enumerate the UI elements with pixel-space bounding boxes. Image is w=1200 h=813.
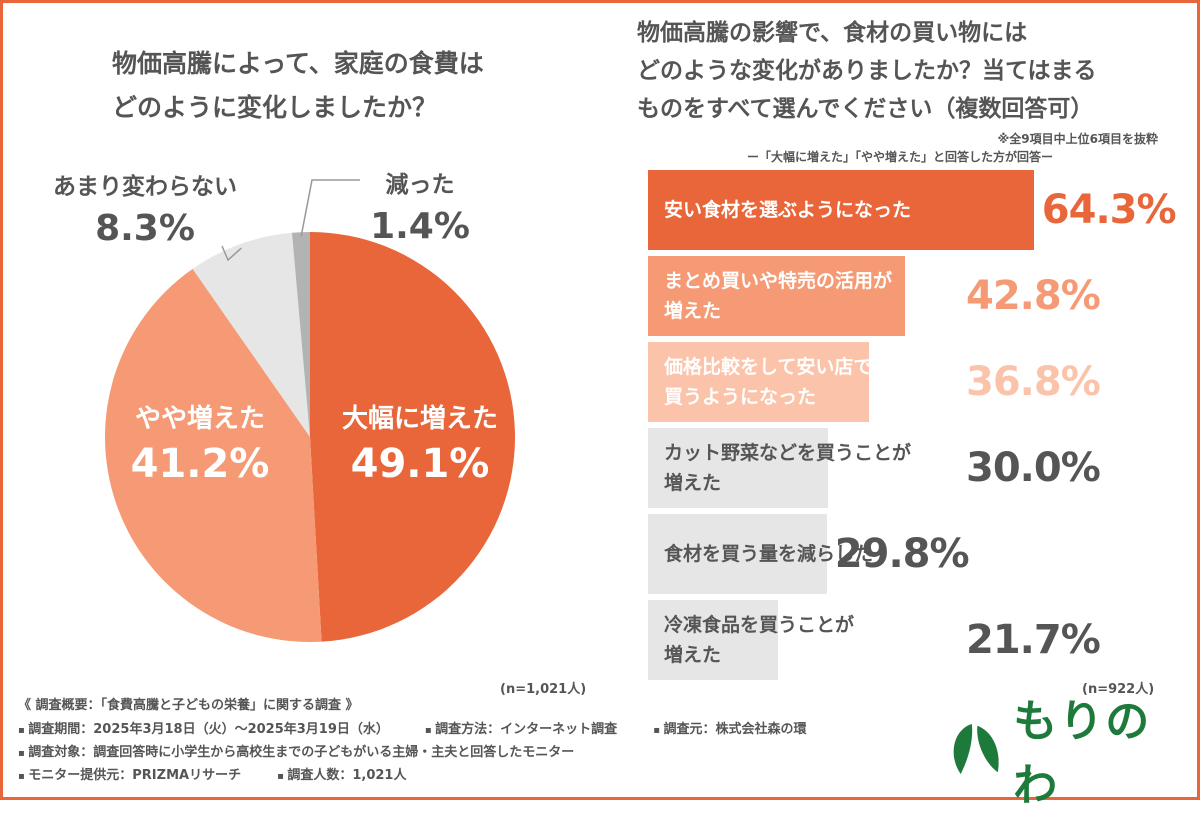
- pie-value-label: 41.2%: [131, 441, 270, 487]
- bar: [648, 170, 1034, 250]
- survey-source: 調査元：株式会社森の環: [653, 719, 806, 742]
- pie-leader-line: [221, 245, 242, 262]
- leaf-logo-icon: [953, 723, 999, 775]
- bar-chart-subnote: ー「大幅に増えた」「やや増えた」と回答した方が回答ー: [746, 150, 1053, 164]
- pie-chart: 大幅に増えた 49.1% やや増えた 41.2% あまり変わらない 8.3% 減った 1.4%: [53, 172, 516, 642]
- bar: [648, 342, 869, 422]
- bar-category-label: 価格比較をして安い店で 買うようになった: [664, 356, 873, 408]
- pie-slice-label: 減った: [386, 172, 455, 198]
- survey-provider: モニター提供元：PRIZMAリサーチ: [18, 765, 241, 788]
- bar-category-label: 安い食材を選ぶようになった: [664, 199, 912, 221]
- morinowa-logo: もりのわ: [944, 696, 1184, 811]
- pie-leader-line: [300, 179, 360, 237]
- pie-chart-title: 物価高騰によって、家庭の食費は どのように変化しましたか？: [112, 49, 484, 122]
- pie-value-label: 1.4%: [370, 206, 470, 247]
- bar-category-label: 食材を買う量を減らした: [664, 543, 874, 565]
- pie-value-label: 49.1%: [351, 441, 490, 487]
- bar: [648, 256, 905, 336]
- pie-slice: [291, 232, 310, 437]
- pie-slice: [310, 232, 516, 642]
- bar: [648, 600, 779, 680]
- bar-chart-title: 物価高騰の影響で、食材の買い物には どのような変化がありましたか？当てはまる も…: [637, 20, 1097, 122]
- bar-value-label: 36.8%: [966, 359, 1101, 405]
- pie-value-label: 8.3%: [95, 208, 195, 249]
- bar-category-label: 冷凍食品を買うことが 増えた: [664, 614, 855, 666]
- bar-value-label: 21.7%: [966, 617, 1101, 663]
- bar-chart-note: ※全9項目中上位6項目を抜粋: [997, 132, 1158, 146]
- pie-slice-label: あまり変わらない: [53, 173, 237, 200]
- bar-category-label: まとめ買いや特売の活用が 増えた: [664, 270, 893, 322]
- logo-text: もりのわ: [1013, 696, 1152, 811]
- pie-sample-size: (n=1,021人): [500, 682, 587, 697]
- survey-overview: 《 調査概要：「食費高騰と子どもの栄養」に関する調査 》 調査期間：2025年3…: [18, 695, 938, 788]
- bar: [648, 514, 827, 594]
- survey-count: 調査人数：1,021人: [277, 765, 406, 788]
- bar-value-label: 42.8%: [966, 273, 1101, 319]
- pie-slice: [104, 268, 322, 642]
- bar: [648, 428, 828, 508]
- bar-category-label: カット野菜などを買うことが 増えた: [664, 442, 912, 494]
- bar-value-label: 29.8%: [834, 531, 970, 577]
- survey-target: 調査対象：調査回答時に小学生から高校生までの子どもがいる主婦・主夫と回答したモニ…: [18, 742, 574, 765]
- bar-sample-size: (n=922人): [1082, 682, 1155, 697]
- survey-period: 調査期間：2025年3月18日（火）〜2025年3月19日（水）: [18, 719, 389, 742]
- survey-method: 調査方法：インターネット調査: [425, 719, 617, 742]
- pie-slice: [192, 232, 310, 437]
- bar-value-label: 30.0%: [966, 445, 1101, 491]
- pie-slice-label: 大幅に増えた: [342, 404, 498, 434]
- survey-heading: 《 調査概要：「食費高騰と子どもの栄養」に関する調査 》: [18, 698, 359, 713]
- pie-slice-label: やや増えた: [135, 404, 265, 434]
- bar-value-label: 64.3%: [1041, 187, 1177, 233]
